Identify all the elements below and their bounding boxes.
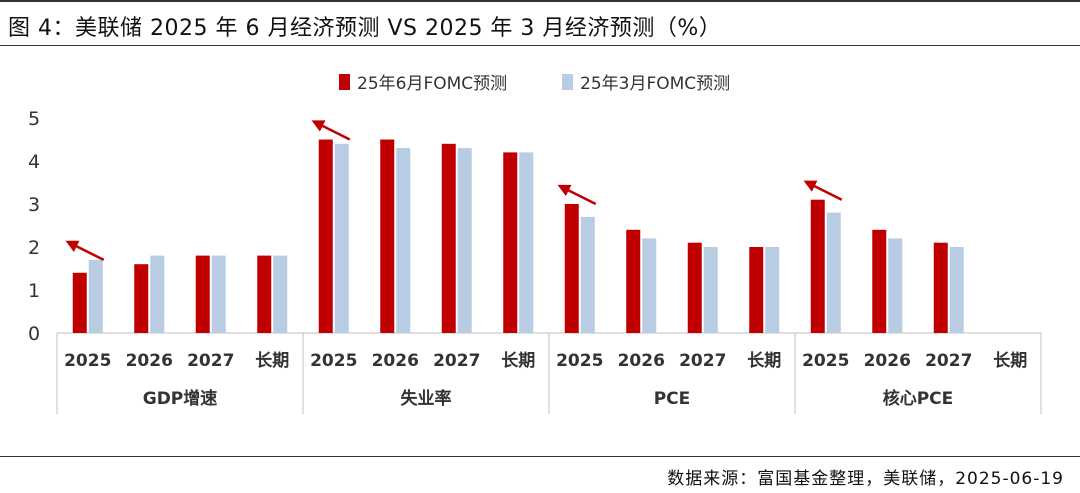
x-tick-label: 2025 bbox=[310, 351, 357, 371]
bar-june bbox=[687, 242, 702, 333]
y-tick-label: 4 bbox=[28, 151, 40, 173]
y-tick-label: 2 bbox=[28, 237, 40, 259]
bar-june bbox=[257, 255, 272, 333]
x-tick-label: 2026 bbox=[618, 351, 665, 371]
group-label: PCE bbox=[654, 389, 691, 409]
bar-june bbox=[441, 143, 456, 333]
chart: 0 1 2 3 4 5 2025 2026 2027 长期 GDP增速 2025 2026 2027 长期失… bbox=[28, 74, 1042, 414]
bar-march bbox=[826, 212, 841, 333]
bar-june bbox=[72, 272, 87, 333]
bar-june bbox=[318, 139, 333, 333]
y-tick-label: 3 bbox=[28, 194, 40, 216]
x-tick-label: 长期 bbox=[993, 350, 1027, 371]
x-tick-label: 长期 bbox=[501, 350, 535, 371]
bar-march bbox=[211, 255, 226, 333]
group-label: 核心PCE bbox=[883, 388, 954, 409]
bar-march bbox=[949, 247, 964, 333]
bar-june bbox=[134, 264, 149, 333]
bar-june bbox=[933, 242, 948, 333]
x-tick-label: 2026 bbox=[372, 351, 419, 371]
bar-june bbox=[749, 247, 764, 333]
arrow-annotation bbox=[557, 184, 597, 206]
footer-divider bbox=[0, 456, 1080, 457]
group-label: 失业率 bbox=[401, 388, 452, 409]
bar-march bbox=[88, 259, 103, 333]
arrow-annotation bbox=[65, 240, 105, 262]
bar-march bbox=[642, 238, 657, 333]
bar-march bbox=[703, 247, 718, 333]
bar-march bbox=[396, 148, 411, 333]
legend-swatch bbox=[562, 74, 573, 90]
arrow-annotation bbox=[803, 180, 843, 201]
bar-march bbox=[334, 143, 349, 333]
bar-june bbox=[626, 229, 641, 333]
x-tick-label: 2025 bbox=[556, 351, 603, 371]
group-label: GDP增速 bbox=[143, 388, 218, 409]
x-tick-label: 长期 bbox=[255, 350, 289, 371]
y-tick-label: 0 bbox=[28, 323, 40, 345]
x-tick-label: 2027 bbox=[187, 351, 234, 371]
x-tick-label: 2026 bbox=[864, 351, 911, 371]
bar-march bbox=[457, 148, 472, 333]
bar-march bbox=[765, 247, 780, 333]
bar-march bbox=[150, 255, 165, 333]
page-title: 图 4：美联储 2025 年 6 月经济预测 VS 2025 年 3 月经济预测… bbox=[8, 16, 722, 41]
legend-swatch bbox=[339, 74, 350, 90]
source-note: 数据来源：富国基金整理，美联储，2025-06-19 bbox=[667, 469, 1064, 489]
x-tick-label: 2027 bbox=[679, 351, 726, 371]
y-tick-label: 5 bbox=[28, 108, 40, 130]
bar-march bbox=[519, 152, 534, 333]
title-bar: 图 4：美联储 2025 年 6 月经济预测 VS 2025 年 3 月经济预测… bbox=[0, 0, 1080, 46]
bar-june bbox=[503, 152, 518, 333]
bar-june bbox=[195, 255, 210, 333]
bar-march bbox=[273, 255, 288, 333]
x-tick-label: 2025 bbox=[802, 351, 849, 371]
legend-label: 25年6月FOMC预测 bbox=[357, 74, 507, 94]
bar-june bbox=[380, 139, 395, 333]
x-tick-label: 2027 bbox=[925, 351, 972, 371]
bar-june bbox=[564, 204, 579, 333]
bar-june bbox=[810, 199, 825, 333]
arrow-annotation bbox=[311, 120, 351, 141]
bar-june bbox=[872, 229, 887, 333]
y-tick-label: 1 bbox=[28, 280, 40, 302]
x-tick-label: 2027 bbox=[433, 351, 480, 371]
legend-label: 25年3月FOMC预测 bbox=[580, 74, 730, 94]
x-tick-label: 2026 bbox=[126, 351, 173, 371]
bar-march bbox=[888, 238, 903, 333]
x-tick-label: 长期 bbox=[747, 350, 781, 371]
bar-march bbox=[580, 216, 595, 333]
x-tick-label: 2025 bbox=[64, 351, 111, 371]
